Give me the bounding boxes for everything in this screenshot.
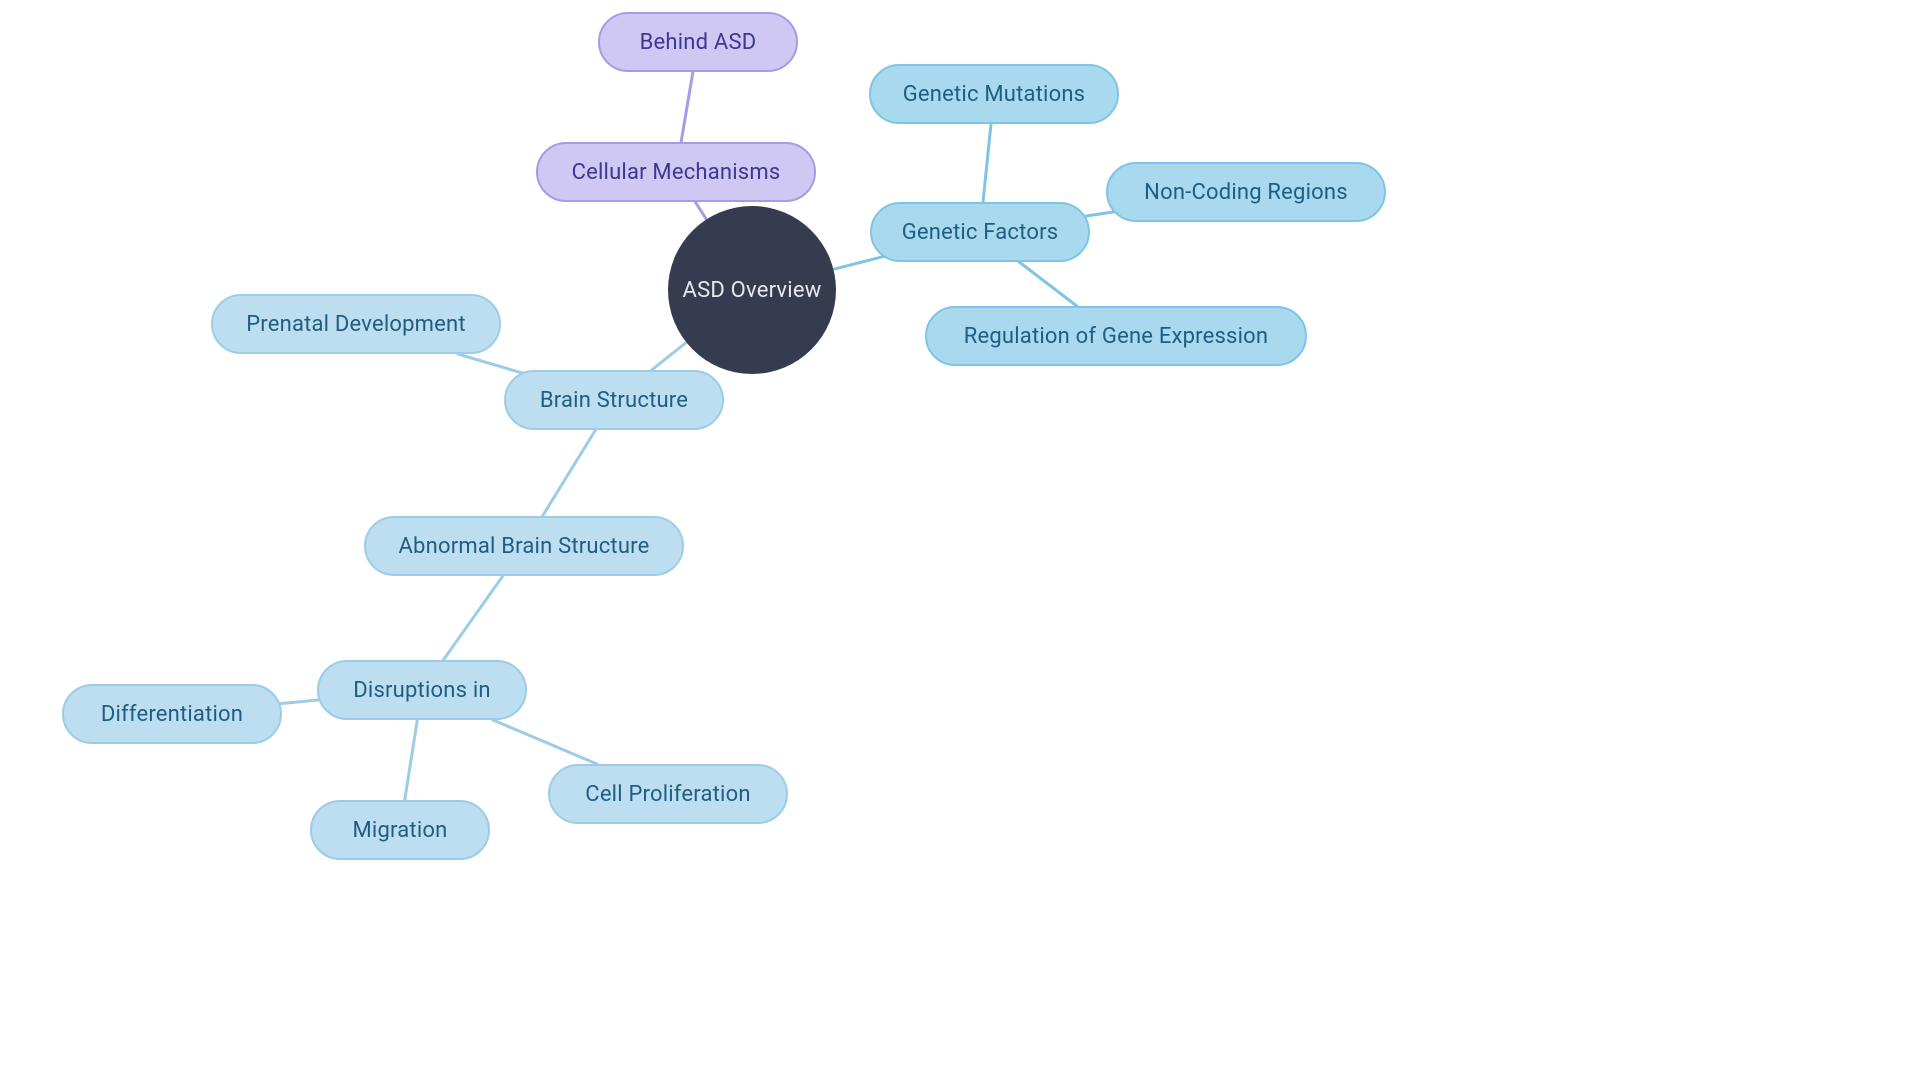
node-proliferation[interactable]: Cell Proliferation (548, 764, 788, 824)
edge (983, 124, 991, 202)
node-mutations[interactable]: Genetic Mutations (869, 64, 1119, 124)
node-label: Abnormal Brain Structure (399, 534, 650, 559)
edge (493, 720, 597, 764)
center-node[interactable]: ASD Overview (668, 206, 836, 374)
node-label: Genetic Factors (902, 220, 1059, 245)
node-regulation[interactable]: Regulation of Gene Expression (925, 306, 1307, 366)
node-label: Genetic Mutations (903, 82, 1085, 107)
edge (405, 720, 418, 800)
node-abnormal[interactable]: Abnormal Brain Structure (364, 516, 684, 576)
edges-layer (0, 0, 1920, 1080)
mindmap-canvas: ASD Overview Cellular Mechanisms Behind AS… (0, 0, 1920, 1080)
node-differentiation[interactable]: Differentiation (62, 684, 282, 744)
edge (695, 202, 706, 219)
edge (1019, 262, 1077, 306)
node-brain[interactable]: Brain Structure (504, 370, 724, 430)
node-prenatal[interactable]: Prenatal Development (211, 294, 501, 354)
edge (652, 342, 687, 370)
node-label: Cellular Mechanisms (572, 160, 781, 185)
node-behind[interactable]: Behind ASD (598, 12, 798, 72)
node-migration[interactable]: Migration (310, 800, 490, 860)
node-disruptions[interactable]: Disruptions in (317, 660, 527, 720)
node-cellular[interactable]: Cellular Mechanisms (536, 142, 816, 202)
edge (443, 576, 503, 660)
node-genetic[interactable]: Genetic Factors (870, 202, 1090, 262)
node-label: Brain Structure (540, 388, 688, 413)
node-label: Cell Proliferation (585, 782, 750, 807)
node-label: Migration (353, 818, 448, 843)
center-node-label: ASD Overview (683, 278, 822, 303)
node-label: Differentiation (101, 702, 243, 727)
node-label: Prenatal Development (246, 312, 466, 337)
node-label: Behind ASD (640, 30, 757, 55)
node-label: Non-Coding Regions (1144, 180, 1348, 205)
node-noncoding[interactable]: Non-Coding Regions (1106, 162, 1386, 222)
edge (681, 72, 693, 142)
edge (543, 430, 596, 516)
node-label: Disruptions in (353, 678, 490, 703)
node-label: Regulation of Gene Expression (964, 324, 1269, 349)
